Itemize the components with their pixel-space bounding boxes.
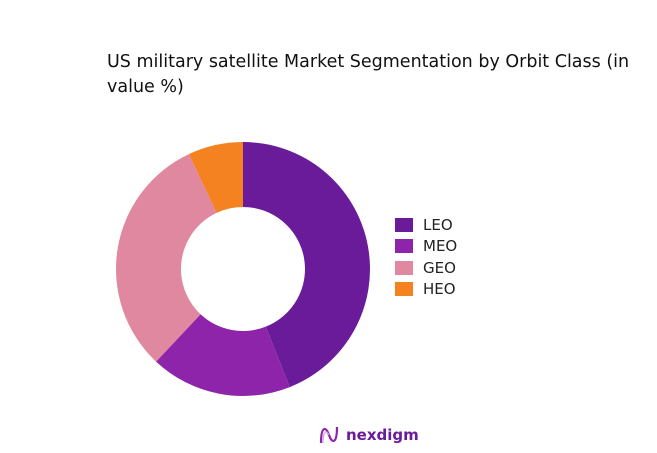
legend-swatch [395, 239, 413, 254]
slice-geo [115, 154, 217, 362]
legend-item-heo: HEO [395, 279, 457, 301]
legend-swatch [395, 260, 413, 275]
legend-item-geo: GEO [395, 257, 457, 279]
legend-label: HEO [423, 280, 456, 299]
legend-item-meo: MEO [395, 236, 457, 258]
slice-heo [188, 142, 243, 213]
legend-swatch [395, 217, 413, 232]
legend-label: LEO [423, 215, 453, 234]
legend-swatch [395, 282, 413, 297]
logo-text: nexdigm [346, 426, 419, 444]
nexdigm-logo: nexdigm [318, 424, 419, 446]
legend-item-leo: LEO [395, 214, 457, 236]
legend: LEO MEO GEO HEO [395, 214, 457, 300]
legend-label: MEO [423, 237, 458, 256]
chart-title: US military satellite Market Segmentatio… [107, 52, 630, 97]
legend-label: GEO [423, 258, 456, 277]
slice-leo [243, 142, 371, 388]
logo-wave-icon [319, 426, 339, 444]
slice-meo [156, 314, 290, 396]
